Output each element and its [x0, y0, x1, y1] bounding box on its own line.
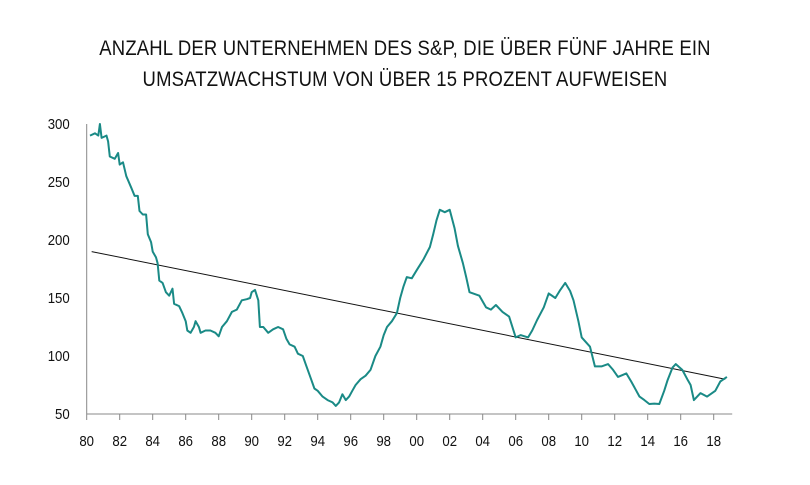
y-tick-label: 50 — [55, 405, 70, 422]
x-tick-label: 90 — [244, 432, 259, 449]
x-tick-label: 18 — [706, 432, 721, 449]
chart-title: ANZAHL DER UNTERNEHMEN DES S&P, DIE ÜBER… — [49, 33, 762, 95]
y-tick-label: 300 — [48, 115, 70, 132]
x-tick-label: 10 — [574, 432, 589, 449]
y-tick-label: 250 — [48, 173, 70, 190]
x-tick-label: 16 — [673, 432, 688, 449]
x-tick-label: 92 — [277, 432, 292, 449]
x-tick-label: 82 — [112, 432, 127, 449]
x-tick-label: 06 — [508, 432, 523, 449]
x-tick-label: 98 — [376, 432, 391, 449]
x-tick-label: 88 — [211, 432, 226, 449]
x-tick-label: 14 — [640, 432, 655, 449]
x-tick-label: 12 — [607, 432, 622, 449]
trend-line — [91, 251, 726, 380]
y-tick-label: 200 — [48, 231, 70, 248]
chart-title-line-2: UMSATZWACHSTUM VON ÜBER 15 PROZENT AUFWE… — [142, 68, 668, 91]
y-tick-label: 100 — [48, 347, 70, 364]
x-tick-label: 00 — [409, 432, 424, 449]
chart-title-line-1: ANZAHL DER UNTERNEHMEN DES S&P, DIE ÜBER… — [99, 37, 711, 60]
x-tick-label: 94 — [310, 432, 325, 449]
x-tick-label: 04 — [475, 432, 490, 449]
x-tick-label: 08 — [541, 432, 556, 449]
series-line — [89, 123, 728, 407]
x-tick-label: 96 — [343, 432, 358, 449]
x-tick-label: 86 — [178, 432, 193, 449]
y-tick-label: 150 — [48, 289, 70, 306]
x-tick-label: 84 — [145, 432, 160, 449]
x-tick-label: 80 — [79, 432, 94, 449]
x-tick-label: 02 — [442, 432, 457, 449]
